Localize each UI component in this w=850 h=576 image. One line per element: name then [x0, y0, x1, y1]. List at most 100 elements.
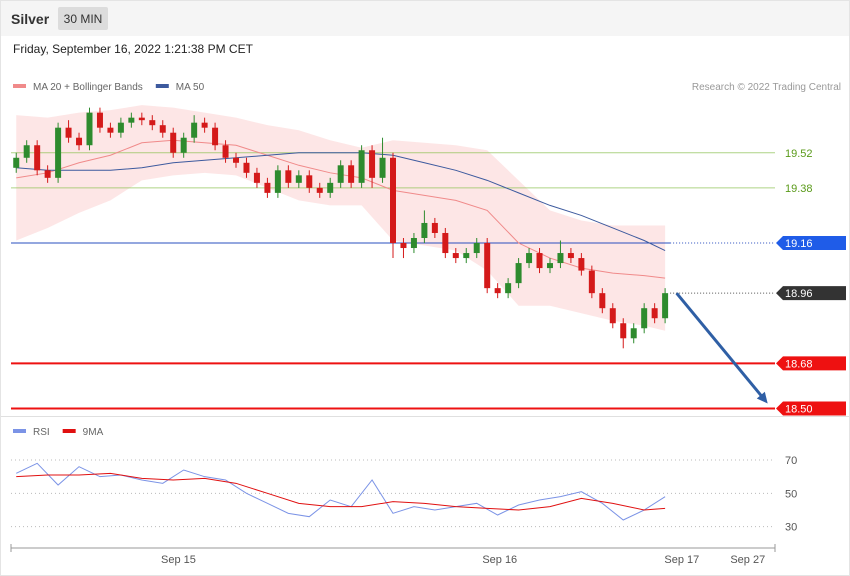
candle-body: [452, 253, 459, 259]
candle-body: [117, 122, 124, 133]
candle-body: [76, 137, 83, 146]
candle-body: [505, 283, 512, 294]
rsi-tick-label: 30: [785, 522, 797, 534]
candle-body: [107, 127, 114, 133]
candle-body: [128, 117, 135, 123]
candle-body: [86, 112, 93, 146]
legend-label: 9MA: [83, 427, 104, 438]
level-label: 19.38: [785, 183, 813, 195]
candle-body: [201, 122, 208, 128]
candle-body: [421, 222, 428, 238]
interval-badge[interactable]: [58, 7, 108, 30]
candle-body: [536, 253, 543, 269]
candle-body: [442, 232, 449, 254]
candle-body: [306, 175, 313, 188]
interval-label[interactable]: 30 MIN: [64, 12, 103, 26]
candle-body: [473, 243, 480, 254]
candle-body: [463, 253, 470, 259]
candle-body: [285, 170, 292, 183]
header-bar: [1, 1, 849, 36]
candle-body: [348, 165, 355, 183]
candle-body: [662, 293, 669, 319]
candle-body: [379, 157, 386, 178]
x-tick-label: Sep 15: [161, 554, 196, 566]
legend-swatch: [62, 429, 76, 433]
candle-body: [96, 112, 103, 128]
legend-swatch: [155, 84, 169, 88]
x-tick-label: Sep 17: [664, 554, 699, 566]
level-label: 19.16: [785, 238, 813, 250]
candle-body: [400, 243, 407, 249]
subtitle: Friday, September 16, 2022 1:21:38 PM CE…: [13, 42, 254, 56]
candle-body: [138, 117, 145, 121]
candle-body: [578, 258, 585, 271]
forecast-arrowhead: [756, 391, 768, 404]
candle-body: [295, 175, 302, 183]
candle-body: [55, 127, 62, 178]
level-box: [776, 236, 846, 251]
candle-body: [159, 125, 166, 133]
candle-body: [515, 263, 522, 284]
candle-body: [274, 170, 281, 193]
candle-body: [212, 127, 219, 146]
candle-body: [641, 308, 648, 329]
candle-body: [494, 288, 501, 294]
legend-swatch: [13, 429, 26, 433]
candle-body: [599, 293, 606, 309]
candle-body: [390, 157, 396, 244]
level-box: [776, 401, 846, 416]
candle-body: [588, 270, 595, 294]
x-tick-label: Sep 27: [730, 554, 765, 566]
candle-body: [253, 172, 260, 183]
candle-body: [243, 162, 250, 173]
candle-body: [149, 120, 156, 126]
candle-body: [620, 323, 627, 339]
candle-body: [180, 137, 187, 153]
candle-body: [44, 170, 51, 178]
x-tick-label: Sep 16: [482, 554, 517, 566]
candle-body: [546, 263, 553, 269]
credit: Research © 2022 Trading Central: [692, 82, 841, 93]
candle-body: [34, 145, 41, 171]
legend-label: RSI: [33, 427, 50, 438]
bollinger-band: [16, 105, 666, 331]
candle-body: [264, 182, 271, 193]
candle-body: [170, 132, 177, 153]
level-box: [776, 356, 846, 371]
candle-body: [410, 238, 417, 249]
candle-body: [327, 182, 334, 193]
ma-line: [16, 139, 666, 279]
candle-body: [484, 243, 491, 289]
level-label: 18.96: [785, 288, 813, 300]
ma-line: [16, 152, 666, 251]
level-box: [776, 286, 846, 301]
candle-body: [369, 150, 376, 178]
candle-body: [567, 253, 574, 259]
candle-body: [65, 127, 72, 138]
candle-body: [630, 328, 637, 339]
candle-body: [651, 308, 658, 319]
candle-body: [23, 145, 30, 158]
legend-label: MA 50: [176, 82, 205, 93]
candle-body: [609, 308, 616, 324]
level-label: 18.50: [785, 403, 813, 415]
candle-body: [233, 157, 240, 163]
legend-swatch: [13, 84, 26, 88]
candle-body: [431, 222, 438, 233]
level-label: 19.52: [785, 148, 813, 160]
rsi-tick-label: 70: [785, 455, 797, 467]
chart-title: Silver: [11, 11, 50, 27]
candle-body: [358, 150, 365, 183]
candle-body: [13, 157, 20, 168]
rsi-tick-label: 50: [785, 488, 797, 500]
rsi-line: [16, 472, 666, 511]
legend-label: MA 20 + Bollinger Bands: [33, 82, 143, 93]
candle-body: [526, 253, 533, 264]
candle-body: [557, 253, 564, 264]
candle-body: [191, 122, 198, 138]
forecast-arrow: [675, 292, 766, 400]
candle-body: [316, 187, 323, 193]
level-label: 18.68: [785, 358, 813, 370]
